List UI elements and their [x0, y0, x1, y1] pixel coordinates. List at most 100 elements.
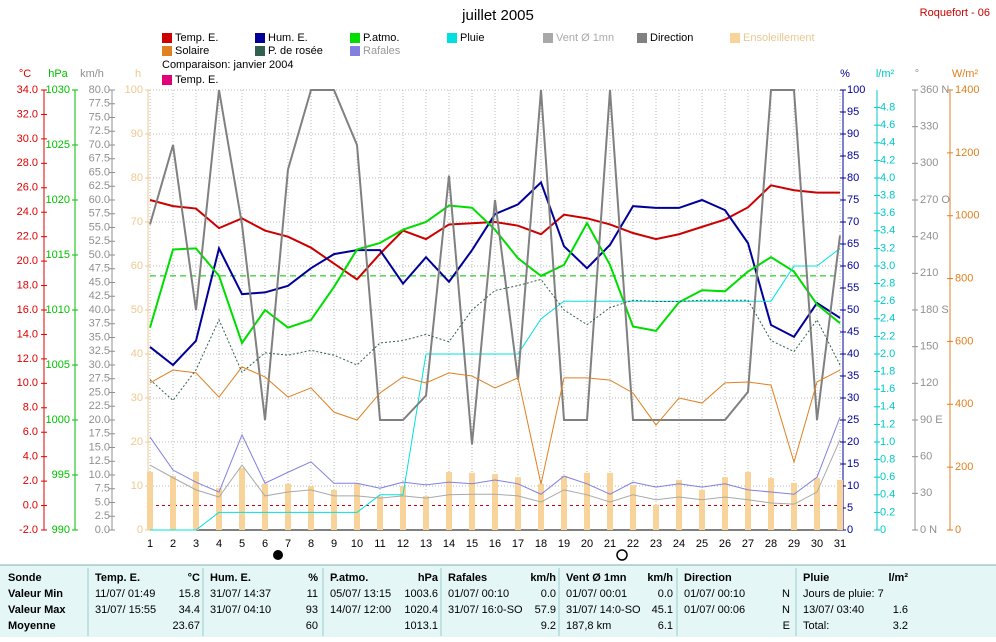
y-tick-label: 30: [920, 487, 932, 499]
legend-label: Temp. E.: [175, 32, 218, 44]
axis-unit: hPa: [48, 68, 68, 80]
y-tick-label: 40: [847, 348, 859, 360]
y-tick-label: 1.4: [880, 401, 895, 413]
series-line: [149, 180, 841, 367]
y-tick-label: 65.0: [89, 166, 110, 178]
y-tick-label: 20.0: [89, 414, 110, 426]
axis-unit: %: [840, 68, 850, 80]
legend-swatch: [162, 33, 172, 43]
y-tick-label: 15: [847, 458, 859, 470]
y-tick-label: 25.0: [89, 386, 110, 398]
y-tick-label: 70: [847, 216, 859, 228]
x-tick-label: 11: [374, 538, 385, 550]
y-tick-label: 240: [920, 231, 938, 243]
y-tick-label: 37.5: [89, 318, 110, 330]
sunshine-bar: [262, 483, 268, 530]
y-tick-label: 18.0: [17, 279, 38, 291]
y-tick-label: 30: [131, 392, 143, 404]
comparison-series: Temp. E.: [175, 74, 218, 86]
column-header: Pluie: [803, 572, 829, 584]
x-tick-label: 16: [489, 538, 501, 550]
legend-label: Solaire: [175, 45, 209, 57]
y-tick-label: 1400: [955, 84, 979, 96]
table-header: Sonde: [8, 572, 42, 584]
y-tick-label: 35.0: [89, 331, 110, 343]
x-tick-label: 23: [650, 538, 662, 550]
y-tick-label: 10.0: [89, 469, 110, 481]
cell-text: 13/07/ 03:40: [803, 604, 864, 616]
y-tick-label: 120: [920, 377, 938, 389]
chart-title: juillet 2005: [461, 7, 534, 24]
legend-swatch: [350, 46, 360, 56]
cell-text: 31/07/ 14:37: [210, 588, 271, 600]
axis-unit: km/h: [80, 68, 104, 80]
cell-value: 60: [306, 620, 318, 632]
x-tick-label: 9: [331, 538, 337, 550]
y-tick-label: 3.2: [880, 242, 895, 254]
y-tick-label: 6.0: [23, 426, 38, 438]
column-header: Vent Ø 1mn: [566, 572, 627, 584]
y-tick-label: 800: [955, 272, 973, 284]
y-tick-label: 62.5: [89, 180, 110, 192]
y-tick-label: 30: [847, 392, 859, 404]
y-tick-label: 210: [920, 267, 938, 279]
legend-swatch: [730, 33, 740, 43]
y-tick-label: 0.8: [880, 454, 895, 466]
cell-text: Total:: [803, 620, 829, 632]
y-tick-label: 30.0: [17, 133, 38, 145]
y-tick-label: 75: [847, 194, 859, 206]
sunshine-bar: [400, 486, 406, 530]
y-tick-label: 5: [847, 502, 853, 514]
column-header: Rafales: [448, 572, 487, 584]
series-line: [149, 204, 841, 346]
x-tick-label: 7: [285, 538, 291, 550]
y-tick-label: 25: [847, 414, 859, 426]
x-tick-label: 24: [673, 538, 685, 550]
x-tick-label: 30: [811, 538, 823, 550]
y-tick-label: 0: [847, 524, 853, 536]
y-tick-label: 0.0: [23, 499, 38, 511]
x-tick-label: 21: [604, 538, 616, 550]
y-tick-label: 3.4: [880, 225, 895, 237]
y-tick-label: 42.5: [89, 290, 110, 302]
y-tick-label: 16.0: [17, 304, 38, 316]
y-tick-label: 77.5: [89, 98, 110, 110]
legend-label: Hum. E.: [268, 32, 308, 44]
sunshine-bar: [285, 483, 291, 530]
x-tick-label: 6: [262, 538, 268, 550]
y-tick-label: 27.5: [89, 373, 110, 385]
cell-value: 34.4: [179, 604, 200, 616]
y-tick-label: 10: [847, 480, 859, 492]
x-tick-label: 27: [742, 538, 754, 550]
sunshine-bar: [377, 496, 383, 530]
sunshine-bar: [239, 467, 245, 530]
column-unit: l/m²: [888, 572, 908, 584]
row-label: Moyenne: [8, 620, 56, 632]
y-tick-label: 50: [131, 304, 143, 316]
y-tick-label: 995: [52, 469, 70, 481]
sunshine-bar: [607, 472, 613, 530]
sunshine-bar: [193, 471, 199, 530]
legend-swatch: [255, 33, 265, 43]
y-tick-label: 3.0: [880, 260, 895, 272]
y-tick-label: 75.0: [89, 111, 110, 123]
sunshine-bar: [653, 504, 659, 530]
y-tick-label: 90: [847, 128, 859, 140]
y-tick-label: 72.5: [89, 125, 110, 137]
x-tick-label: 10: [351, 538, 363, 550]
y-tick-label: 4.6: [880, 119, 895, 131]
cell-text: 01/07/ 00:10: [448, 588, 509, 600]
cell-value: N: [782, 588, 790, 600]
y-tick-label: 28.0: [17, 157, 38, 169]
y-tick-label: 330: [920, 121, 938, 133]
station-name: Roquefort - 06: [920, 7, 990, 19]
sunshine-bar: [584, 472, 590, 530]
series-line: [149, 278, 841, 402]
x-tick-label: 20: [581, 538, 593, 550]
x-tick-label: 3: [193, 538, 199, 550]
x-tick-label: 29: [788, 538, 800, 550]
y-tick-label: 2.6: [880, 295, 895, 307]
x-tick-label: 5: [239, 538, 245, 550]
y-tick-label: 3.6: [880, 207, 895, 219]
